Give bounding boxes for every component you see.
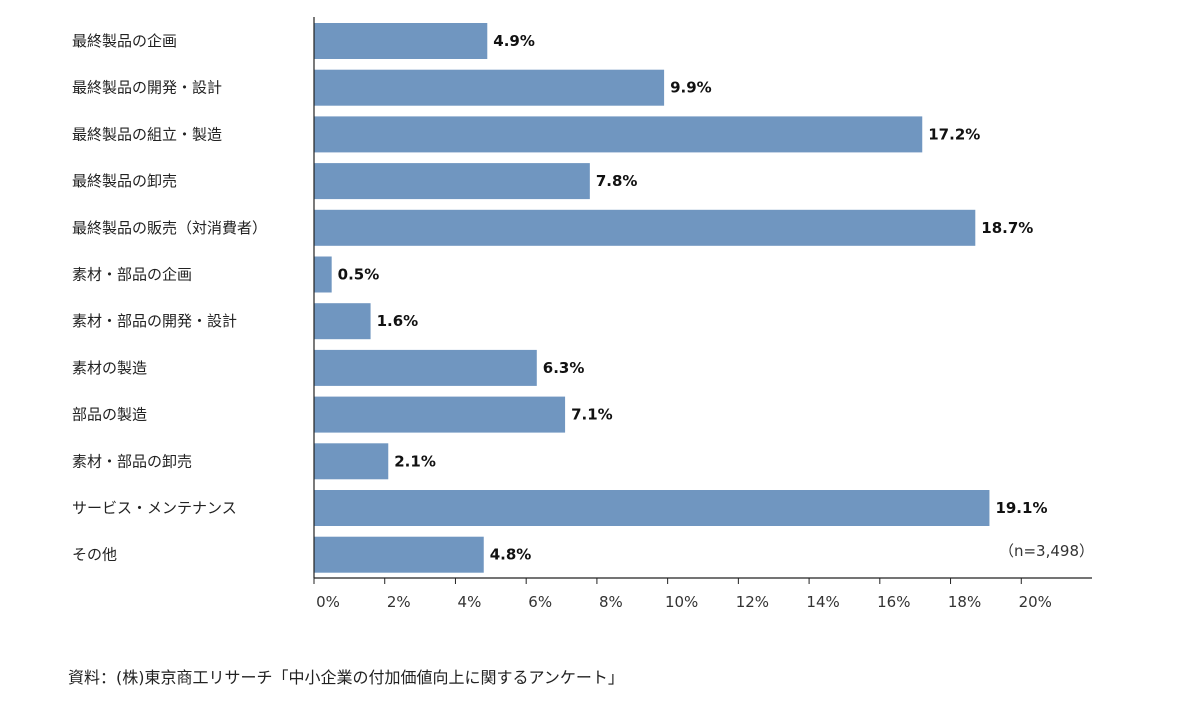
axes bbox=[313, 17, 1092, 584]
x-tick-label-1: 2% bbox=[387, 593, 411, 611]
x-tick-label-10: 20% bbox=[1019, 593, 1052, 611]
bar-0 bbox=[314, 23, 488, 59]
category-label-0: 最終製品の企画 bbox=[72, 32, 177, 50]
value-label-10: 19.1% bbox=[995, 499, 1047, 517]
x-tick-label-3: 6% bbox=[528, 593, 552, 611]
bar-6 bbox=[314, 303, 371, 340]
bar-11 bbox=[314, 536, 484, 573]
category-label-5: 素材・部品の企画 bbox=[72, 266, 192, 284]
bars-group bbox=[314, 23, 990, 573]
x-tick-label-4: 8% bbox=[599, 593, 623, 611]
category-label-6: 素材・部品の開発・設計 bbox=[72, 312, 237, 330]
bar-2 bbox=[314, 116, 923, 153]
value-label-8: 7.1% bbox=[571, 406, 613, 424]
x-tick-label-9: 18% bbox=[948, 593, 981, 611]
bar-4 bbox=[314, 209, 976, 246]
category-label-7: 素材の製造 bbox=[72, 359, 147, 377]
x-tick-label-6: 12% bbox=[736, 593, 769, 611]
bar-1 bbox=[314, 69, 665, 106]
x-tick-label-0: 0% bbox=[316, 593, 340, 611]
category-label-3: 最終製品の卸売 bbox=[72, 172, 177, 190]
value-label-4: 18.7% bbox=[981, 219, 1033, 237]
bar-8 bbox=[314, 396, 566, 433]
bar-7 bbox=[314, 349, 537, 386]
value-label-11: 4.8% bbox=[490, 546, 532, 564]
value-labels: 4.9% 9.9% 17.2% 7.8% 18.7% 0.5% 1.6% 6.3% 7.1% 2.… bbox=[338, 32, 1048, 564]
x-tick-label-7: 14% bbox=[806, 593, 839, 611]
category-label-4: 最終製品の販売（対消費者） bbox=[72, 219, 267, 237]
x-tick-label-8: 16% bbox=[877, 593, 910, 611]
category-label-2: 最終製品の組立・製造 bbox=[72, 125, 222, 143]
value-label-6: 1.6% bbox=[377, 312, 419, 330]
bar-10 bbox=[314, 490, 990, 526]
source-note: 資料：(株)東京商工リサーチ「中小企業の付加価値向上に関するアンケート」 bbox=[68, 668, 624, 687]
category-label-10: サービス・メンテナンス bbox=[72, 499, 237, 517]
x-tick-labels: 0% 2% 4% 6% 8% 10% 12% 14% 16% 18% 20% bbox=[316, 593, 1052, 611]
category-label-8: 部品の製造 bbox=[72, 406, 147, 424]
bar-9 bbox=[314, 443, 389, 480]
category-label-9: 素材・部品の卸売 bbox=[72, 452, 192, 470]
bar-5 bbox=[314, 256, 332, 293]
category-labels: 最終製品の企画最終製品の開発・設計最終製品の組立・製造最終製品の卸売最終製品の販… bbox=[72, 32, 267, 564]
category-label-11: その他 bbox=[72, 546, 117, 564]
value-label-1: 9.9% bbox=[670, 79, 712, 97]
value-label-3: 7.8% bbox=[596, 172, 638, 190]
value-label-0: 4.9% bbox=[493, 32, 535, 50]
x-tick-label-5: 10% bbox=[665, 593, 698, 611]
bar-3 bbox=[314, 163, 590, 200]
category-label-1: 最終製品の開発・設計 bbox=[72, 79, 222, 97]
x-tick-label-2: 4% bbox=[458, 593, 482, 611]
sample-size-note: （n=3,498） bbox=[999, 542, 1094, 560]
value-label-7: 6.3% bbox=[543, 359, 585, 377]
value-label-5: 0.5% bbox=[338, 266, 380, 284]
value-label-2: 17.2% bbox=[928, 125, 980, 143]
value-label-9: 2.1% bbox=[394, 452, 436, 470]
